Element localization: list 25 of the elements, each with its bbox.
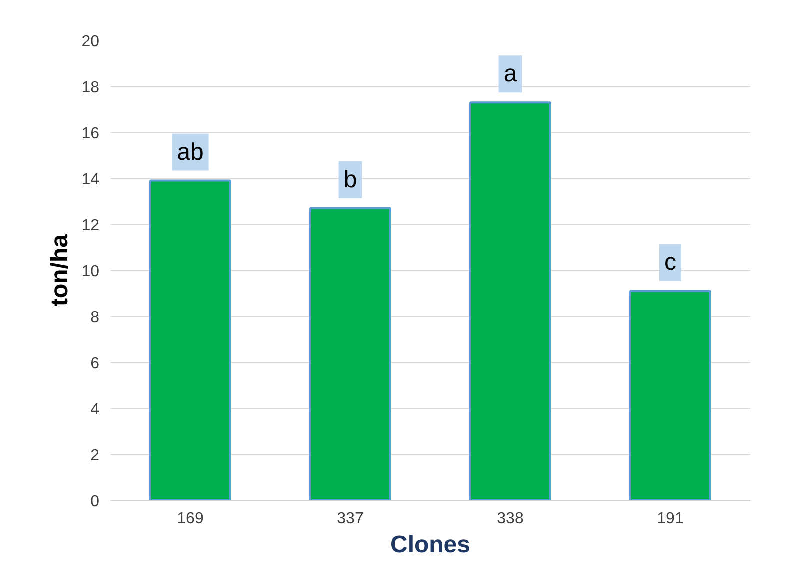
y-tick-label: 6: [90, 356, 100, 372]
bar: [470, 102, 552, 500]
y-tick-label: 20: [82, 34, 100, 50]
x-tick-label: 337: [337, 510, 364, 528]
y-tick-label: 0: [90, 494, 100, 510]
y-tick-label: 18: [82, 80, 100, 96]
x-tick-label: 191: [657, 510, 684, 528]
y-tick-label: 16: [82, 126, 100, 142]
annotation: a: [504, 60, 518, 88]
y-tick-label: 8: [90, 310, 100, 326]
y-axis-title: ton/ha: [46, 234, 74, 306]
bar: [310, 207, 392, 500]
x-axis-title: Clones: [390, 532, 471, 558]
y-tick-label: 4: [90, 402, 100, 418]
y-tick-label: 10: [82, 264, 100, 280]
annotation: ab: [177, 138, 204, 166]
y-tick-label: 12: [82, 218, 100, 234]
x-tick-label: 338: [497, 510, 524, 528]
x-tick-label: 169: [177, 510, 204, 528]
bar: [150, 180, 232, 500]
annotation: b: [344, 166, 358, 194]
y-tick-label: 14: [82, 172, 100, 188]
annotation: c: [664, 249, 676, 276]
bar: [630, 290, 712, 500]
y-tick-label: 2: [90, 448, 100, 464]
